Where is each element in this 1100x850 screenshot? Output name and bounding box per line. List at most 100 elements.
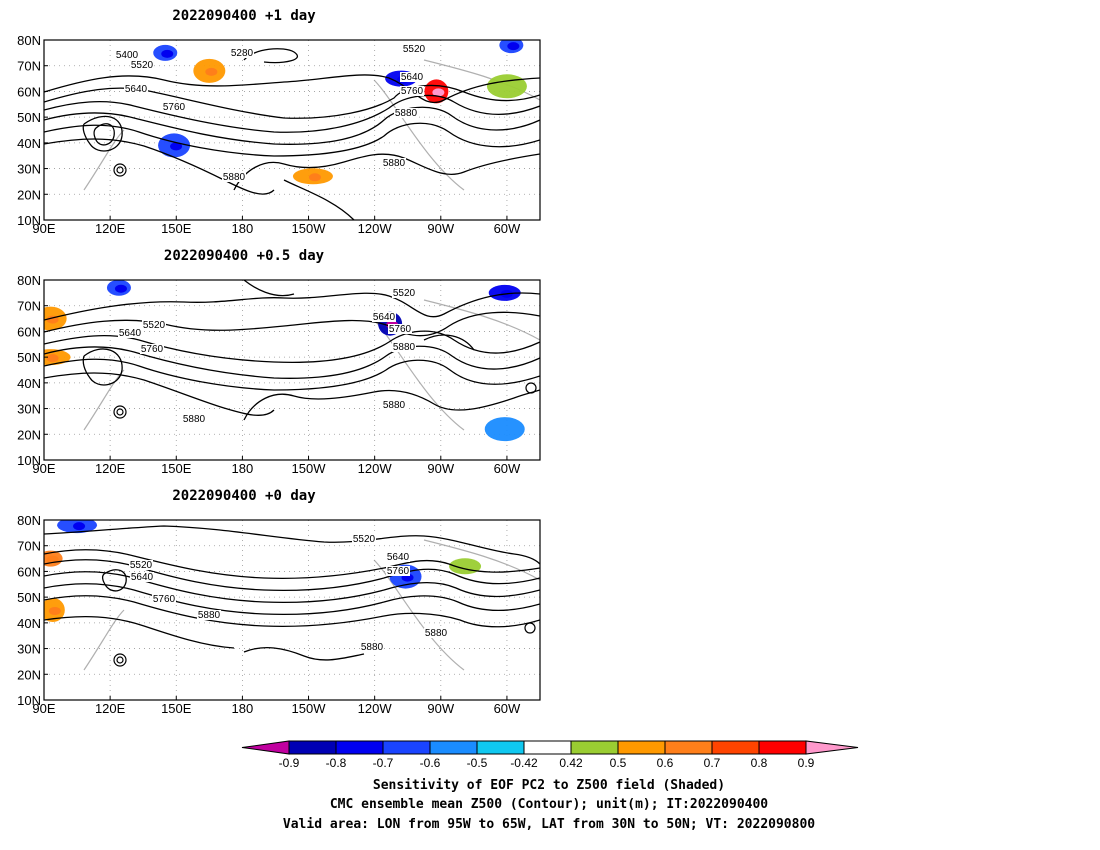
colorbar-label: 0.7 (704, 756, 721, 770)
y-tick-label: 40N (17, 136, 41, 151)
z500-contour (82, 348, 123, 386)
colorbar-label: 0.9 (798, 756, 815, 770)
x-tick-label: 120W (358, 221, 393, 236)
z500-contour (44, 583, 540, 616)
z500-contour-ring (116, 166, 124, 174)
contour-label-bg (118, 328, 142, 338)
contour-label-bg (386, 552, 410, 562)
z500-contour (44, 106, 540, 145)
contour-label-bg (386, 566, 410, 576)
z500-contour (44, 330, 540, 363)
contour-label: 5760 (163, 102, 186, 113)
contour-label-bg (197, 610, 221, 620)
x-tick-label: 180 (232, 701, 254, 716)
x-tick-label: 150W (292, 221, 327, 236)
panel-title: 2022090400 +1 day (172, 8, 316, 24)
contour-label: 5640 (401, 72, 424, 83)
contour-label: 5880 (361, 642, 384, 653)
x-tick-label: 90W (427, 461, 454, 476)
y-tick-label: 70N (17, 299, 41, 314)
z500-contour-ring (113, 163, 127, 177)
sensitivity-core (432, 88, 445, 97)
colorbar-segment (335, 740, 384, 755)
x-tick-label: 90W (427, 221, 454, 236)
caption-line: Sensitivity of EOF PC2 to Z500 field (Sh… (373, 778, 725, 793)
y-tick-label: 70N (17, 59, 41, 74)
contour-label-bg (124, 84, 148, 94)
contour-label-bg (392, 288, 416, 298)
colorbar-segment (382, 740, 431, 755)
contour-label: 5640 (119, 328, 142, 339)
caption-line: CMC ensemble mean Z500 (Contour); unit(m… (330, 797, 768, 812)
contour-label: 5520 (353, 534, 376, 545)
z500-contour (44, 372, 275, 416)
contour-label-bg (222, 172, 246, 182)
z500-contour (44, 549, 540, 580)
z500-contour-ring (524, 622, 536, 634)
sensitivity-patch (486, 74, 527, 99)
y-tick-label: 80N (17, 33, 41, 48)
z500-contour-ring (116, 408, 124, 416)
colorbar-segment (664, 740, 713, 755)
z500-contour (243, 646, 365, 661)
z500-contour (44, 74, 540, 104)
y-tick-label: 20N (17, 427, 41, 442)
y-tick-label: 50N (17, 590, 41, 605)
contour-label: 5520 (393, 288, 416, 299)
colorbar-segment (711, 740, 760, 755)
sensitivity-core (48, 607, 61, 615)
z500-contour (283, 179, 355, 220)
contour-label-bg (140, 344, 164, 354)
y-tick-label: 10N (17, 453, 41, 468)
z500-contour (102, 569, 127, 592)
contour-label: 5760 (153, 594, 176, 605)
contour-label: 5880 (223, 172, 246, 183)
z500-contour (243, 389, 540, 421)
z500-contour-ring (113, 653, 127, 667)
coastline (83, 59, 540, 191)
z500-contour (243, 48, 298, 64)
sensitivity-patch (484, 417, 525, 442)
contour-label-bg (352, 534, 376, 544)
x-tick-label: 120E (95, 461, 126, 476)
caption-line: Valid area: LON from 95W to 65W, LAT fro… (283, 817, 815, 832)
contour-label-bg (360, 642, 384, 652)
contour-label: 5400 (116, 50, 139, 61)
z500-contour (423, 334, 475, 351)
y-tick-label: 30N (17, 402, 41, 417)
contour-label-bg (382, 400, 406, 410)
contour-label: 5520 (403, 44, 426, 55)
contour-label-bg (115, 50, 139, 60)
sensitivity-core (205, 67, 218, 76)
contour-label: 5520 (143, 320, 166, 331)
y-tick-label: 80N (17, 513, 41, 528)
y-tick-label: 30N (17, 642, 41, 657)
x-tick-label: 60W (494, 701, 521, 716)
contour-label: 5880 (425, 628, 448, 639)
y-tick-label: 80N (17, 273, 41, 288)
x-tick-label: 120E (95, 221, 126, 236)
z500-contour (243, 280, 295, 297)
contour-label: 5760 (141, 344, 164, 355)
colorbar-label: -0.8 (326, 756, 347, 770)
map-panel-0: 2022090400 +1 day52805400552056405760588… (17, 8, 541, 236)
x-tick-label: 180 (232, 221, 254, 236)
z500-contour (44, 94, 540, 133)
colorbar-segment (429, 740, 478, 755)
colorbar-segment (570, 740, 619, 755)
panel-title: 2022090400 +0.5 day (164, 248, 325, 264)
colorbar-segment (476, 740, 525, 755)
contour-label: 5640 (387, 552, 410, 563)
sensitivity-core (161, 49, 174, 58)
z500-contour (44, 571, 540, 604)
panel-title: 2022090400 +0 day (172, 488, 316, 504)
contour-label: 5520 (130, 560, 153, 571)
contour-label: 5880 (393, 342, 416, 353)
x-tick-label: 90E (32, 221, 55, 236)
contour-label-bg (402, 44, 426, 54)
y-tick-label: 60N (17, 324, 41, 339)
z500-contour (44, 138, 275, 195)
y-tick-label: 50N (17, 350, 41, 365)
y-tick-label: 60N (17, 564, 41, 579)
x-tick-label: 120E (95, 701, 126, 716)
